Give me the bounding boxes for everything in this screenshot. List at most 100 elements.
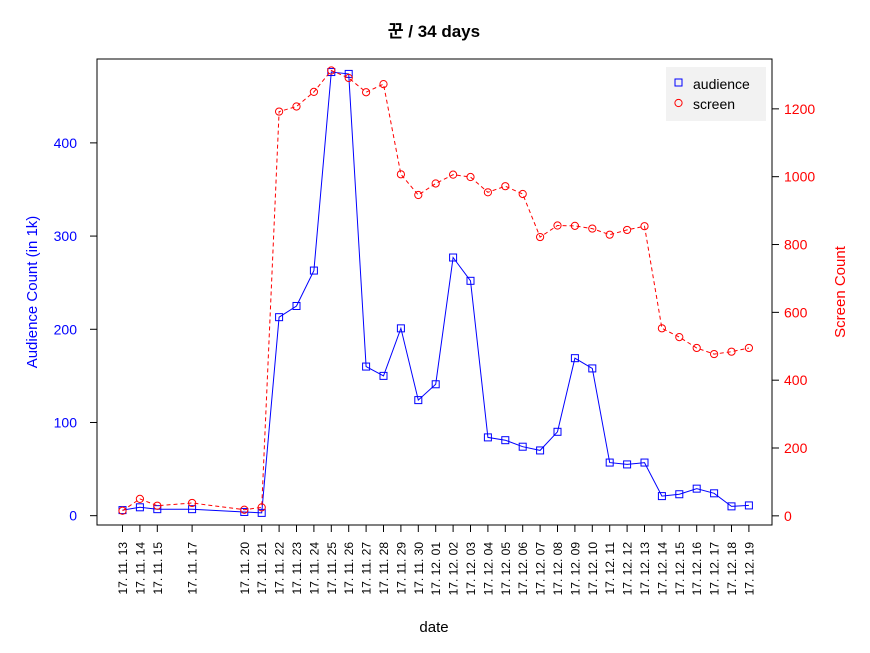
point-audience <box>344 69 353 78</box>
point-audience <box>570 354 579 363</box>
point-audience <box>692 484 701 493</box>
legend-label-audience: audience <box>693 76 750 92</box>
point-screen <box>396 170 405 179</box>
legend-marker-screen <box>674 98 683 108</box>
point-screen <box>744 343 754 353</box>
x-tick-label: 17. 12. 10 <box>586 542 600 596</box>
point-screen <box>344 73 353 83</box>
point-screen <box>309 87 318 96</box>
point-screen <box>188 498 197 508</box>
point-audience <box>536 446 545 455</box>
point-screen <box>240 505 249 514</box>
x-tick-label: 17. 12. 11 <box>603 542 617 595</box>
point-screen <box>153 501 162 510</box>
point-screen <box>605 230 614 239</box>
point-audience <box>605 458 614 467</box>
x-tick-label: 17. 12. 04 <box>481 542 495 596</box>
point-audience <box>188 505 197 514</box>
series-line-audience <box>122 71 749 514</box>
point-screen <box>414 190 423 200</box>
x-tick-label: 17. 11. 29 <box>394 542 408 595</box>
x-tick-label: 17. 12. 12 <box>621 542 635 596</box>
point-screen <box>135 494 144 503</box>
x-tick-label: 17. 12. 16 <box>690 542 704 596</box>
x-tick-label: 17. 12. 05 <box>499 542 513 596</box>
series-layer <box>118 66 754 517</box>
point-audience <box>640 458 649 467</box>
legend-label-screen: screen <box>693 96 735 112</box>
left-tick-label: 300 <box>54 228 78 244</box>
right-tick-label: 600 <box>784 304 808 320</box>
point-audience <box>379 371 388 380</box>
point-screen <box>362 88 371 97</box>
right-tick-label: 800 <box>784 237 808 253</box>
right-tick-label: 400 <box>784 372 808 388</box>
x-tick-label: 17. 12. 01 <box>429 542 443 596</box>
point-audience <box>431 380 440 389</box>
point-screen <box>257 503 266 512</box>
x-tick-label: 17. 11. 26 <box>342 542 356 595</box>
point-audience <box>275 313 284 322</box>
left-tick-label: 0 <box>69 508 77 524</box>
chart-title: 꾼 / 34 days <box>388 22 480 41</box>
point-screen <box>501 182 510 191</box>
legend-marker-audience <box>674 78 683 87</box>
x-tick-label: 17. 12. 08 <box>551 542 565 596</box>
x-tick-label: 17. 11. 20 <box>238 542 252 595</box>
x-tick-label: 17. 11. 22 <box>273 542 287 595</box>
point-audience <box>588 364 597 373</box>
left-axis: 0 100 200 300 400 <box>54 135 98 524</box>
point-screen <box>292 102 301 111</box>
point-screen <box>675 333 684 342</box>
point-audience <box>553 427 562 436</box>
x-tick-label: 17. 12. 19 <box>742 542 756 596</box>
x-tick-label: 17. 11. 24 <box>307 542 321 595</box>
point-audience <box>292 301 301 310</box>
point-screen <box>466 172 475 182</box>
x-tick-label: 17. 12. 09 <box>568 542 582 596</box>
x-axis-title: date <box>419 619 448 636</box>
x-tick-label: 17. 12. 07 <box>534 542 548 596</box>
point-screen <box>588 224 597 233</box>
point-screen <box>275 107 284 116</box>
x-tick-label: 17. 11. 13 <box>116 542 130 595</box>
point-audience <box>623 460 632 469</box>
right-tick-label: 1200 <box>784 101 815 117</box>
point-audience <box>657 492 666 501</box>
legend: audience screen <box>666 67 766 121</box>
point-audience <box>466 276 475 285</box>
point-audience <box>710 489 719 498</box>
point-audience <box>240 507 249 516</box>
point-screen <box>118 506 127 515</box>
right-tick-label: 0 <box>784 508 792 524</box>
x-tick-label: 17. 12. 15 <box>673 542 687 596</box>
x-tick-label: 17. 12. 17 <box>708 542 722 596</box>
x-tick-label: 17. 12. 14 <box>655 542 669 596</box>
x-tick-label: 17. 12. 13 <box>638 542 652 596</box>
x-tick-label: 17. 11. 21 <box>255 542 269 595</box>
point-audience <box>518 442 527 451</box>
point-screen <box>379 79 388 89</box>
x-tick-label: 17. 11. 27 <box>360 542 374 595</box>
point-audience <box>449 253 458 262</box>
point-audience <box>744 501 753 510</box>
x-tick-label: 17. 12. 02 <box>447 542 461 596</box>
left-tick-label: 200 <box>54 321 78 337</box>
point-audience <box>153 505 162 514</box>
point-screen <box>623 225 632 235</box>
point-screen <box>657 324 667 333</box>
point-audience <box>135 503 144 512</box>
x-tick-label: 17. 11. 23 <box>290 542 304 595</box>
point-screen <box>449 170 458 179</box>
point-screen <box>483 188 492 197</box>
right-tick-label: 200 <box>784 440 808 456</box>
x-tick-label: 17. 11. 25 <box>325 542 339 595</box>
point-audience <box>257 508 266 517</box>
legend-box <box>666 67 766 121</box>
right-tick-label: 1000 <box>784 169 815 185</box>
point-audience <box>414 396 423 405</box>
point-screen <box>518 189 527 199</box>
point-audience <box>501 436 510 445</box>
